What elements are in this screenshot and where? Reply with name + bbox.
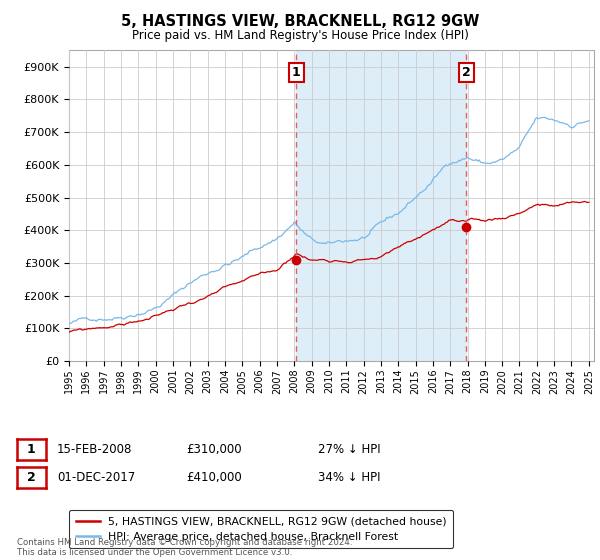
Text: 34% ↓ HPI: 34% ↓ HPI — [318, 471, 380, 484]
Text: 1: 1 — [292, 66, 301, 78]
Text: Price paid vs. HM Land Registry's House Price Index (HPI): Price paid vs. HM Land Registry's House … — [131, 29, 469, 42]
Text: £410,000: £410,000 — [186, 471, 242, 484]
Text: 1: 1 — [27, 443, 35, 456]
Text: Contains HM Land Registry data © Crown copyright and database right 2024.
This d: Contains HM Land Registry data © Crown c… — [17, 538, 352, 557]
Legend: 5, HASTINGS VIEW, BRACKNELL, RG12 9GW (detached house), HPI: Average price, deta: 5, HASTINGS VIEW, BRACKNELL, RG12 9GW (d… — [69, 510, 453, 548]
Text: 15-FEB-2008: 15-FEB-2008 — [57, 443, 133, 456]
Text: £310,000: £310,000 — [186, 443, 242, 456]
Text: 01-DEC-2017: 01-DEC-2017 — [57, 471, 135, 484]
Bar — [296, 50, 466, 361]
Text: 5, HASTINGS VIEW, BRACKNELL, RG12 9GW: 5, HASTINGS VIEW, BRACKNELL, RG12 9GW — [121, 14, 479, 29]
Text: 27% ↓ HPI: 27% ↓ HPI — [318, 443, 380, 456]
Text: 2: 2 — [27, 471, 35, 484]
Text: 2: 2 — [462, 66, 470, 78]
